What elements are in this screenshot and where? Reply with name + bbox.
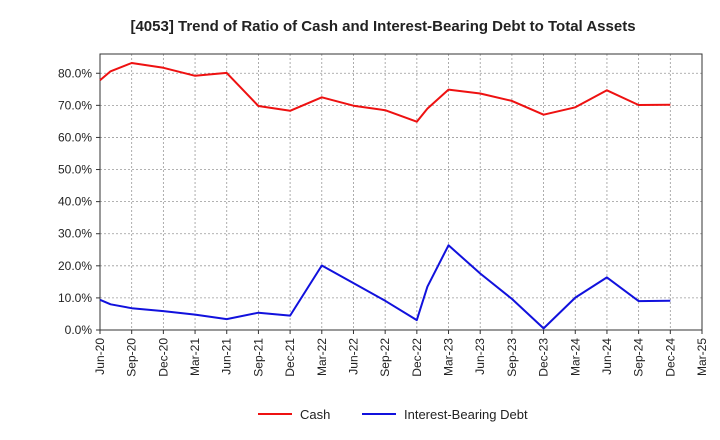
x-tick-label: Mar-22: [315, 338, 329, 376]
x-tick-label: Jun-21: [220, 338, 234, 375]
x-tick-label: Sep-23: [505, 338, 519, 377]
chart-title: [4053] Trend of Ratio of Cash and Intere…: [130, 18, 635, 35]
x-tick-label: Sep-24: [632, 338, 646, 377]
x-tick-label: Jun-23: [473, 338, 487, 375]
x-tick-label: Jun-20: [93, 338, 107, 375]
y-tick-label: 30.0%: [58, 227, 92, 241]
x-tick-label: Jun-24: [600, 338, 614, 375]
y-tick-label: 20.0%: [58, 259, 92, 273]
x-tick-label: Jun-22: [346, 338, 360, 375]
grid: [99, 54, 703, 331]
y-tick-label: 60.0%: [58, 130, 92, 144]
y-tick-label: 0.0%: [65, 323, 93, 337]
x-tick-label: Mar-24: [568, 338, 582, 376]
x-tick-label: Mar-21: [188, 338, 202, 376]
y-tick-label: 40.0%: [58, 195, 92, 209]
series-line-cash: [99, 62, 671, 123]
legend-label-debt: Interest-Bearing Debt: [404, 407, 528, 422]
y-tick-label: 50.0%: [58, 163, 92, 177]
x-tick-label: Sep-20: [125, 338, 139, 377]
x-tick-label: Dec-23: [537, 338, 551, 377]
x-tick-label: Sep-21: [251, 338, 265, 377]
x-tick-label: Dec-24: [663, 338, 677, 377]
x-tick-label: Sep-22: [378, 338, 392, 377]
y-tick-label: 80.0%: [58, 66, 92, 80]
x-axis: Jun-20 Sep-20 Dec-20 Mar-21 Jun-21 Sep-21 Dec-…: [93, 330, 709, 377]
y-axis: 0.0% 10.0% 20.0% 30.0% 40.0% 50.0% 60.0% 70.0% 8…: [58, 66, 100, 337]
x-tick-label: Dec-20: [156, 338, 170, 377]
legend: Cash Interest-Bearing Debt: [258, 407, 528, 422]
legend-label-cash: Cash: [300, 407, 330, 422]
x-tick-label: Mar-25: [695, 338, 709, 376]
series-line-debt: [99, 244, 671, 330]
x-tick-label: Dec-22: [410, 338, 424, 377]
y-tick-label: 10.0%: [58, 291, 92, 305]
x-tick-label: Dec-21: [283, 338, 297, 377]
y-tick-label: 70.0%: [58, 98, 92, 112]
x-tick-label: Mar-23: [442, 338, 456, 376]
plot-area: [99, 53, 703, 331]
series-lines: [99, 62, 671, 330]
